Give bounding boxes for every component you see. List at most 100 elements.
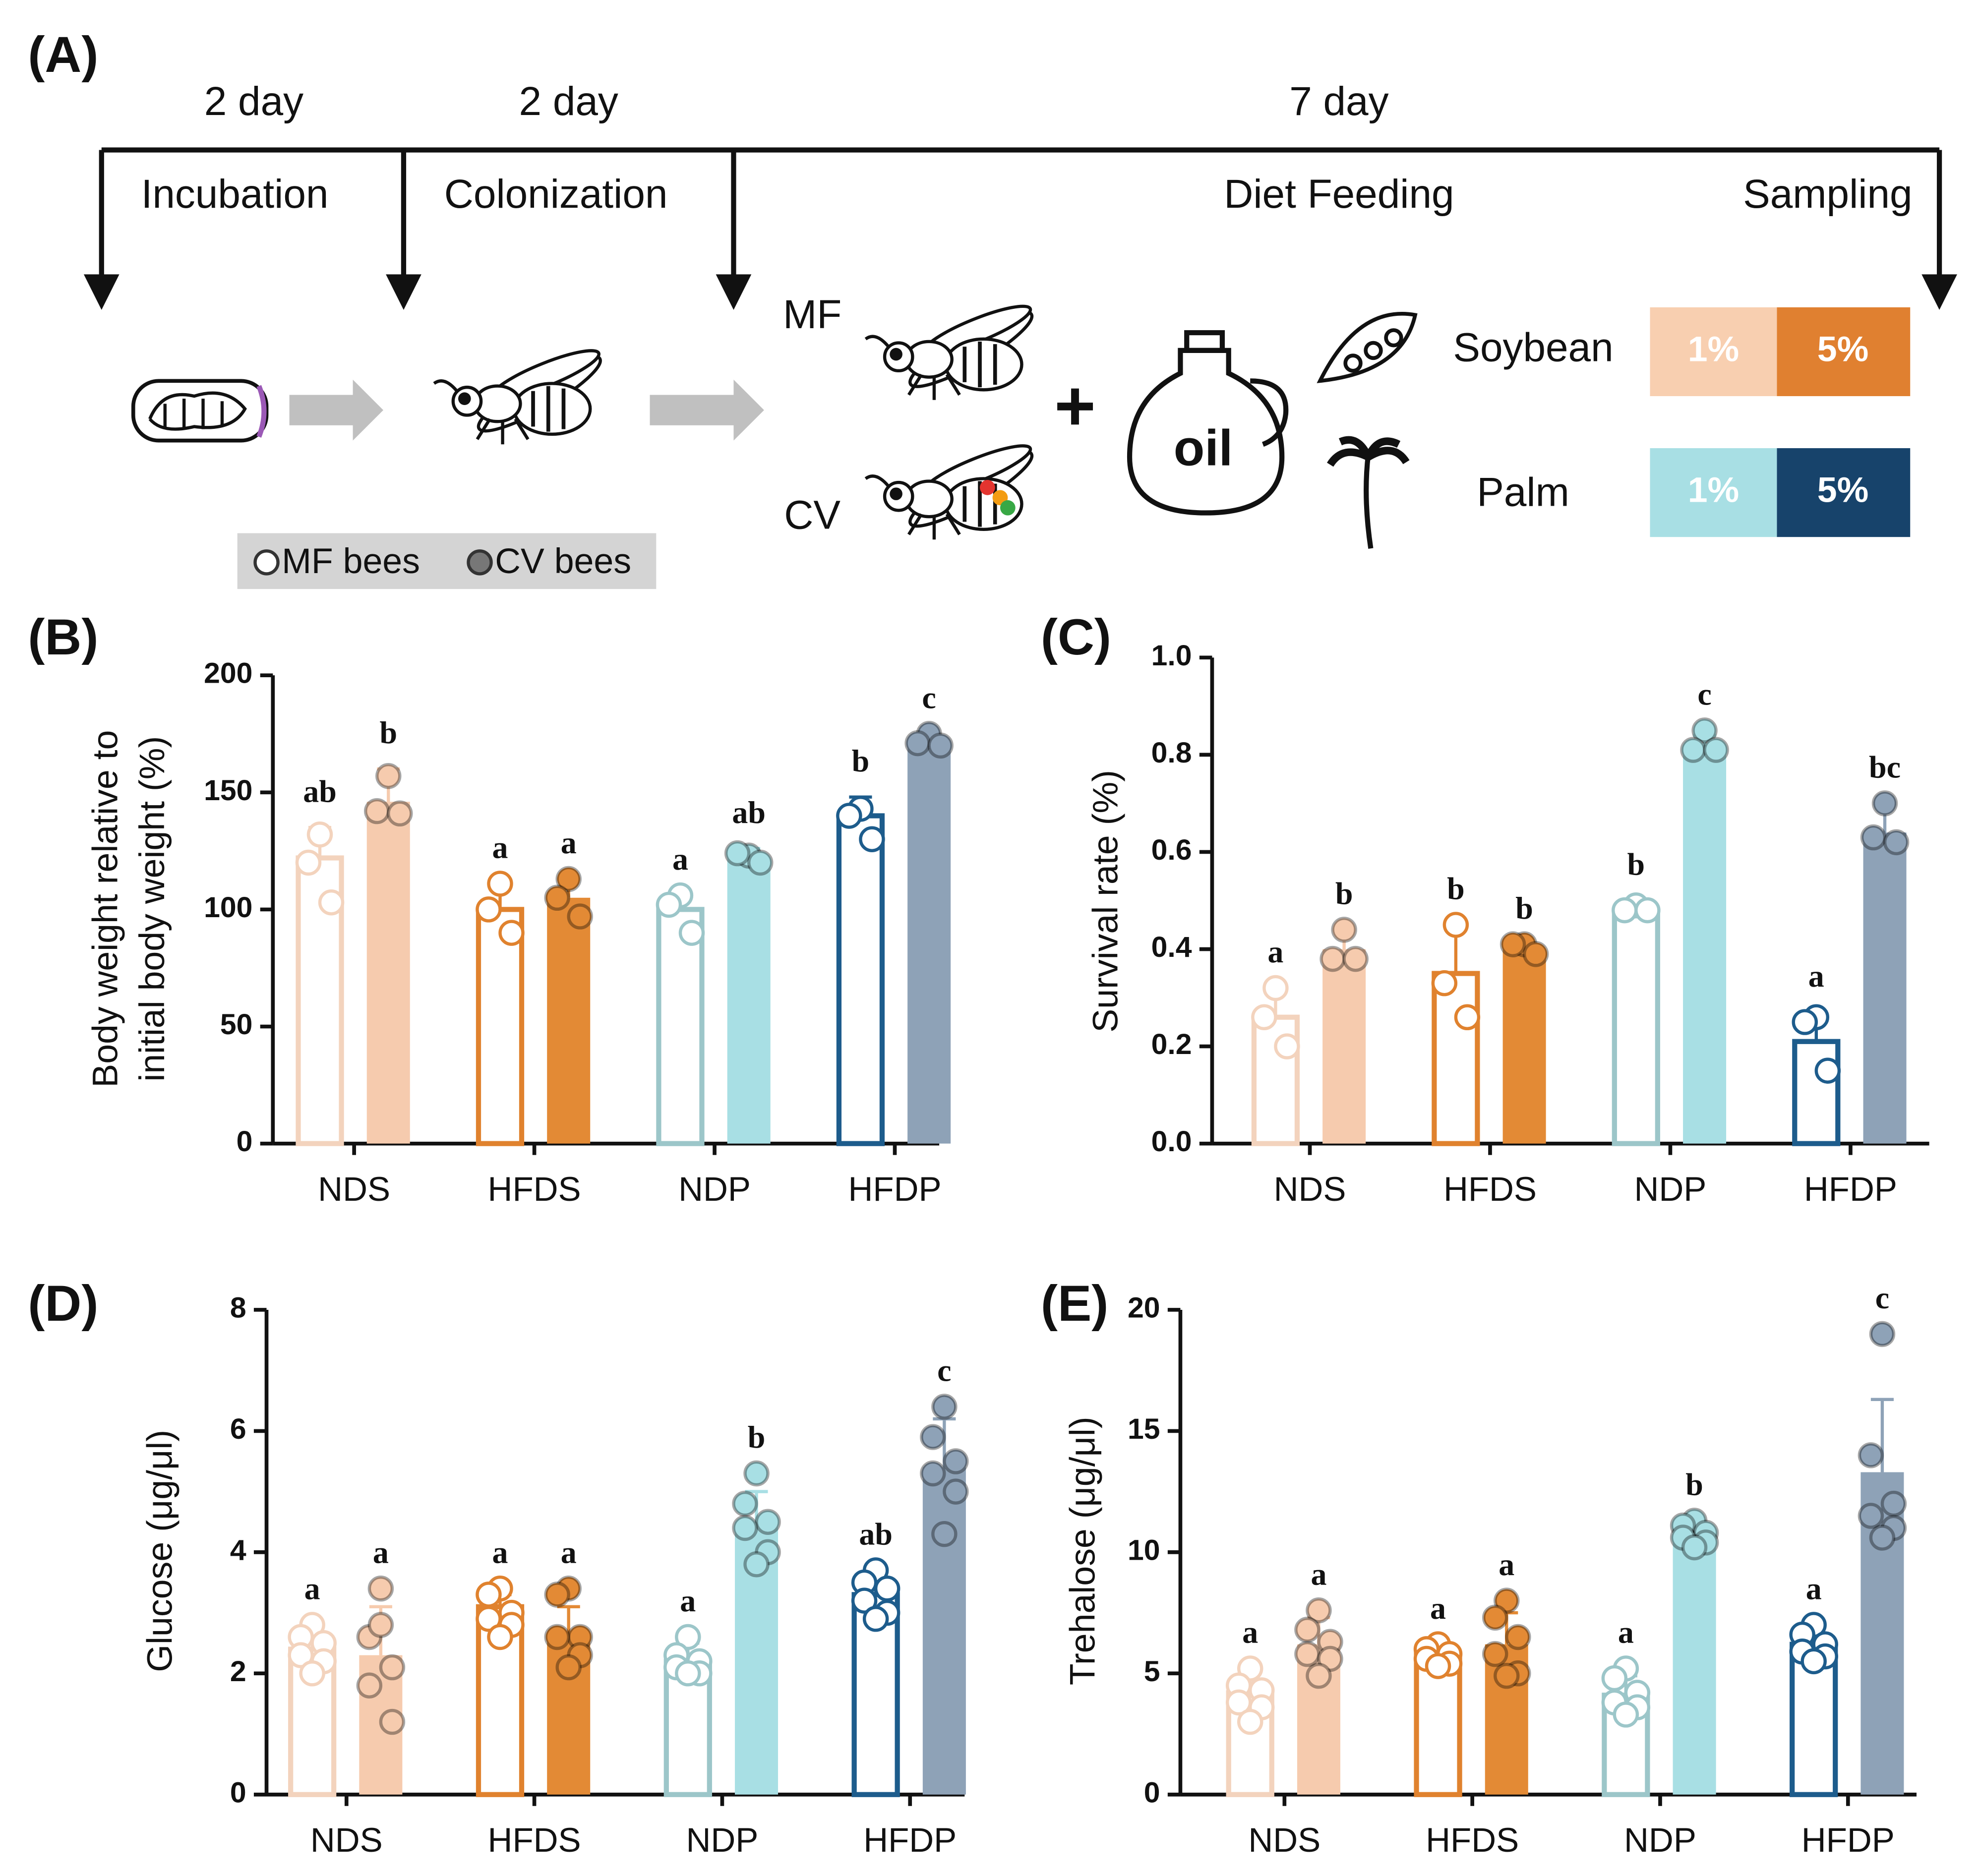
data-point (487, 871, 513, 897)
significance-letter: b (1515, 890, 1533, 926)
y-tick-label: 0.6 (1151, 834, 1192, 866)
legend-box (237, 533, 657, 589)
data-point (544, 1582, 570, 1608)
y-tick-label: 0 (237, 1125, 253, 1158)
data-point (859, 826, 885, 852)
process-arrow (650, 379, 764, 441)
group-label: MF (783, 292, 841, 337)
y-tick-label: 150 (204, 774, 252, 807)
significance-letter: ab (303, 773, 337, 809)
data-point (1883, 829, 1910, 856)
x-tick-label: HFDP (1801, 1820, 1895, 1859)
gut-microbiota (980, 479, 1016, 516)
stage: Colonization (444, 172, 668, 217)
bee-icon (434, 343, 607, 444)
data-point (920, 1424, 946, 1450)
y-tick-label: 200 (204, 657, 252, 690)
data-point (675, 1624, 701, 1650)
data-point (318, 889, 345, 916)
data-point (1858, 1503, 1884, 1529)
oil-source: Soybean (1453, 325, 1613, 370)
y-tick-label: 15 (1128, 1413, 1160, 1445)
process-arrow (289, 379, 384, 441)
significance-letter: a (1808, 958, 1824, 994)
bar (547, 897, 591, 1144)
data-point (1342, 945, 1369, 972)
significance-letter: a (561, 1534, 577, 1570)
legend-entry: MF bees (282, 541, 420, 581)
data-point (1703, 737, 1729, 763)
y-tick-label: 50 (220, 1008, 252, 1041)
oil-jug (1127, 330, 1289, 516)
bar (1792, 1039, 1841, 1146)
data-point (544, 1624, 570, 1650)
data-point (1800, 1648, 1827, 1675)
data-point (862, 1606, 889, 1632)
x-tick-label: HFDP (848, 1170, 941, 1208)
data-point (379, 1708, 406, 1735)
data-point (498, 920, 525, 946)
data-point (555, 866, 582, 892)
data-point (555, 1654, 582, 1681)
data-point (1691, 717, 1718, 744)
panel-label: (C) (1041, 608, 1111, 665)
significance-letter: a (1267, 934, 1283, 969)
data-point (1869, 1524, 1896, 1551)
significance-letter: c (1875, 1280, 1889, 1315)
duration: 2 day (204, 79, 303, 124)
significance-letter: b (1335, 876, 1353, 911)
x-tick-label: HFDS (488, 1170, 581, 1208)
x-tick-label: HFDP (1804, 1170, 1897, 1208)
error-bar (745, 1490, 768, 1522)
data-point (904, 730, 931, 757)
data-point (1634, 897, 1661, 924)
y-tick-label: 0 (1144, 1776, 1160, 1809)
significance-letter: ab (859, 1517, 893, 1552)
bar (836, 813, 885, 1146)
data-point (943, 1478, 969, 1505)
x-tick-label: NDP (1634, 1170, 1707, 1208)
panel-label: (D) (28, 1275, 98, 1332)
y-tick-label: 0.2 (1151, 1028, 1192, 1060)
bar (1251, 1014, 1300, 1146)
data-point (295, 849, 322, 876)
x-tick-label: NDP (1624, 1820, 1696, 1859)
dose-box (1777, 448, 1911, 537)
data-point (675, 1660, 701, 1687)
timeline (99, 147, 1942, 280)
data-point (1317, 1645, 1343, 1672)
data-point (1331, 917, 1357, 943)
data-point (1274, 1033, 1300, 1059)
bar (366, 802, 410, 1144)
data-point (1860, 824, 1887, 851)
data-point (1294, 1617, 1320, 1643)
y-tick-label: 2 (230, 1655, 246, 1688)
legend-swatch (253, 549, 280, 576)
palm-icon (1326, 436, 1410, 549)
data-point (920, 1460, 946, 1487)
data-point (931, 1521, 958, 1547)
data-point (1237, 1708, 1263, 1735)
y-tick-label: 6 (230, 1413, 246, 1445)
x-tick-label: HFDS (488, 1820, 581, 1859)
significance-letter: c (1697, 677, 1711, 712)
dose-box (1777, 307, 1911, 397)
x-tick-label: HFDS (1443, 1170, 1537, 1208)
data-point (1454, 1004, 1481, 1031)
data-point (1612, 897, 1638, 924)
bar (1863, 832, 1907, 1144)
data-point (1792, 1009, 1818, 1035)
panel-label: (A) (28, 26, 98, 83)
y-tick-label: 100 (204, 891, 252, 924)
y-axis-label: Trehalose (μg/μl) (1063, 1416, 1102, 1685)
data-point (747, 849, 774, 876)
bar (656, 907, 705, 1146)
data-point (1880, 1490, 1907, 1517)
data-point (367, 1575, 394, 1602)
significance-letter: ab (732, 795, 766, 830)
bar (907, 741, 951, 1144)
data-point (1425, 1653, 1451, 1679)
x-tick-label: NDS (310, 1820, 383, 1859)
significance-letter: b (852, 743, 870, 778)
y-tick-label: 1.0 (1151, 640, 1192, 672)
